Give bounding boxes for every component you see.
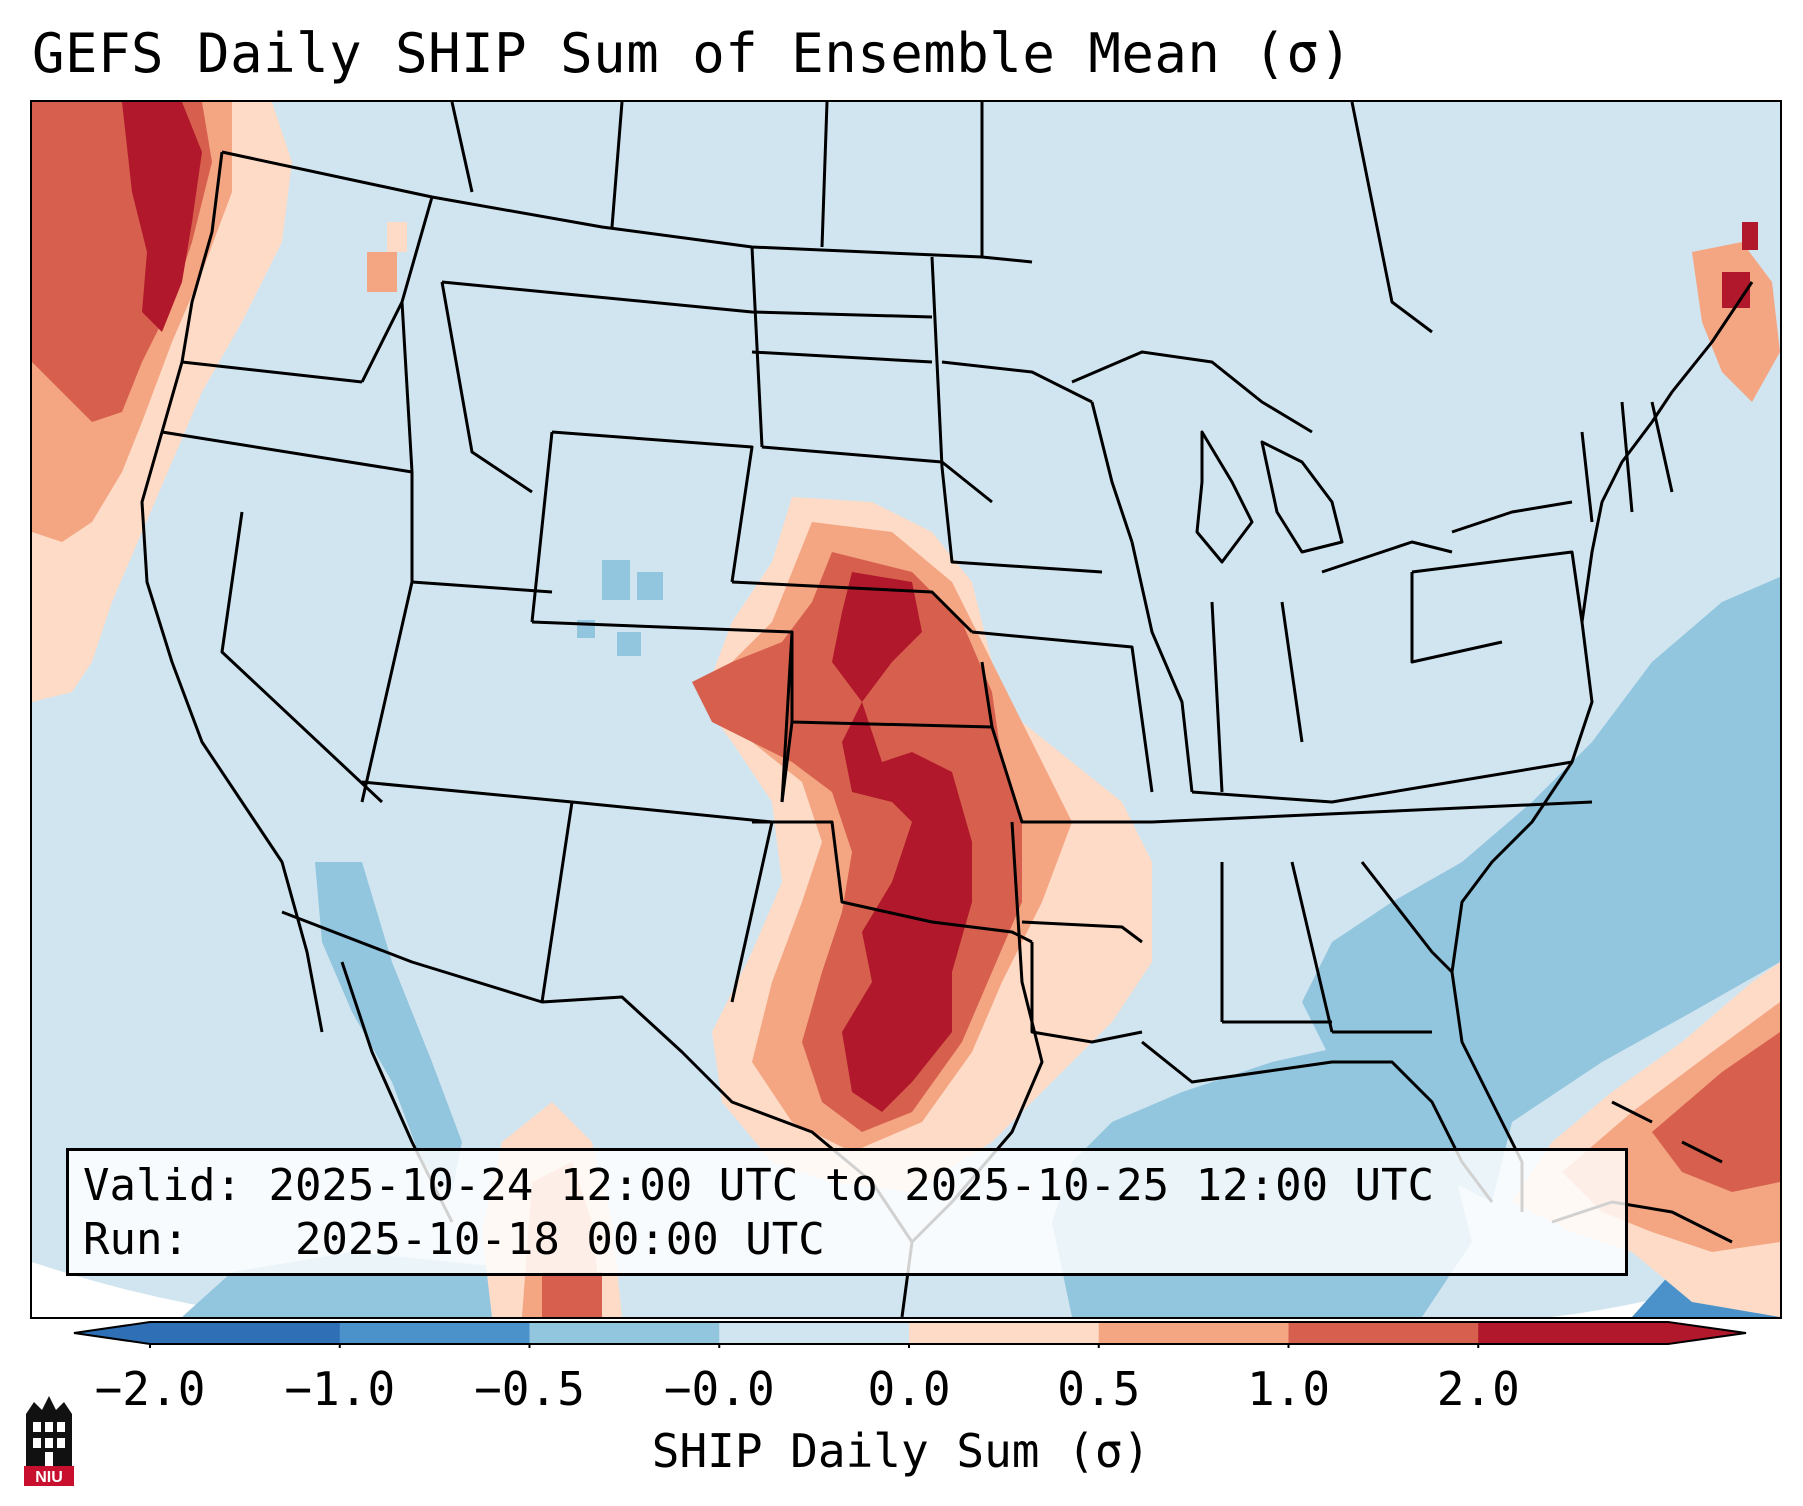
colorbar-tick-label: 0.5 (1057, 1362, 1141, 1416)
run-time: 2025-10-18 00:00 UTC (294, 1214, 825, 1265)
colorbar-label: SHIP Daily Sum (σ) (651, 1424, 1151, 1478)
colorbar-segment (150, 1322, 341, 1344)
logo-banner (24, 1466, 74, 1486)
colorbar-tick-label: −1.0 (284, 1362, 396, 1416)
map-title: GEFS Daily SHIP Sum of Ensemble Mean (σ) (32, 22, 1353, 85)
colorbar-extend-high (1668, 1322, 1746, 1344)
colorado-negative-cell-3 (617, 632, 641, 656)
quebec-max-positive-2 (1742, 222, 1758, 250)
colorbar-segment (1478, 1322, 1669, 1344)
niu-logo: NIU (24, 1396, 74, 1486)
colorbar-segment (339, 1322, 530, 1344)
state-borders (140, 102, 1754, 1317)
quebec-positive (1692, 242, 1780, 402)
run-label: Run: (83, 1214, 189, 1265)
caribbean-high-positive (1652, 1032, 1780, 1192)
colorbar (73, 1321, 1747, 1348)
colorado-negative-cell-1 (602, 560, 630, 600)
logo-text: NIU (35, 1469, 63, 1486)
colorado-negative-cell-2 (637, 572, 663, 600)
idaho-positive-2 (387, 222, 407, 252)
field-map (32, 102, 1780, 1317)
map-panel (30, 100, 1782, 1319)
mexico-high-positive (542, 1272, 602, 1317)
colorbar-tick-label: −0.5 (474, 1362, 585, 1416)
atlantic-negative-region (1302, 577, 1780, 1202)
validity-info-box: Valid: 2025-10-24 12:00 UTC to 2025-10-2… (66, 1148, 1628, 1276)
colorbar-segment (1098, 1322, 1289, 1344)
valid-time: 2025-10-24 12:00 UTC to 2025-10-25 12:00… (268, 1160, 1435, 1211)
colorbar-segment (909, 1322, 1100, 1344)
colorbar-segment (529, 1322, 720, 1344)
gulf-california-negative-region (315, 862, 462, 1192)
colorbar-extend-low (74, 1322, 150, 1344)
plains-max-positive (832, 572, 972, 1112)
colorbar-segment (719, 1322, 910, 1344)
colorbar-segment (1288, 1322, 1479, 1344)
colorbar-tick-label: 2.0 (1436, 1362, 1520, 1416)
colorbar-tick-label: −0.0 (663, 1362, 775, 1416)
colorbar-tick-label: −2.0 (94, 1362, 206, 1416)
pnw-max-positive (122, 102, 202, 332)
idaho-positive-1 (367, 252, 397, 292)
projection-edge-left (32, 1262, 272, 1317)
colorbar-tick-label: 0.0 (867, 1362, 951, 1416)
colorbar-tick-label: 1.0 (1246, 1362, 1331, 1416)
valid-label: Valid: (83, 1160, 242, 1211)
